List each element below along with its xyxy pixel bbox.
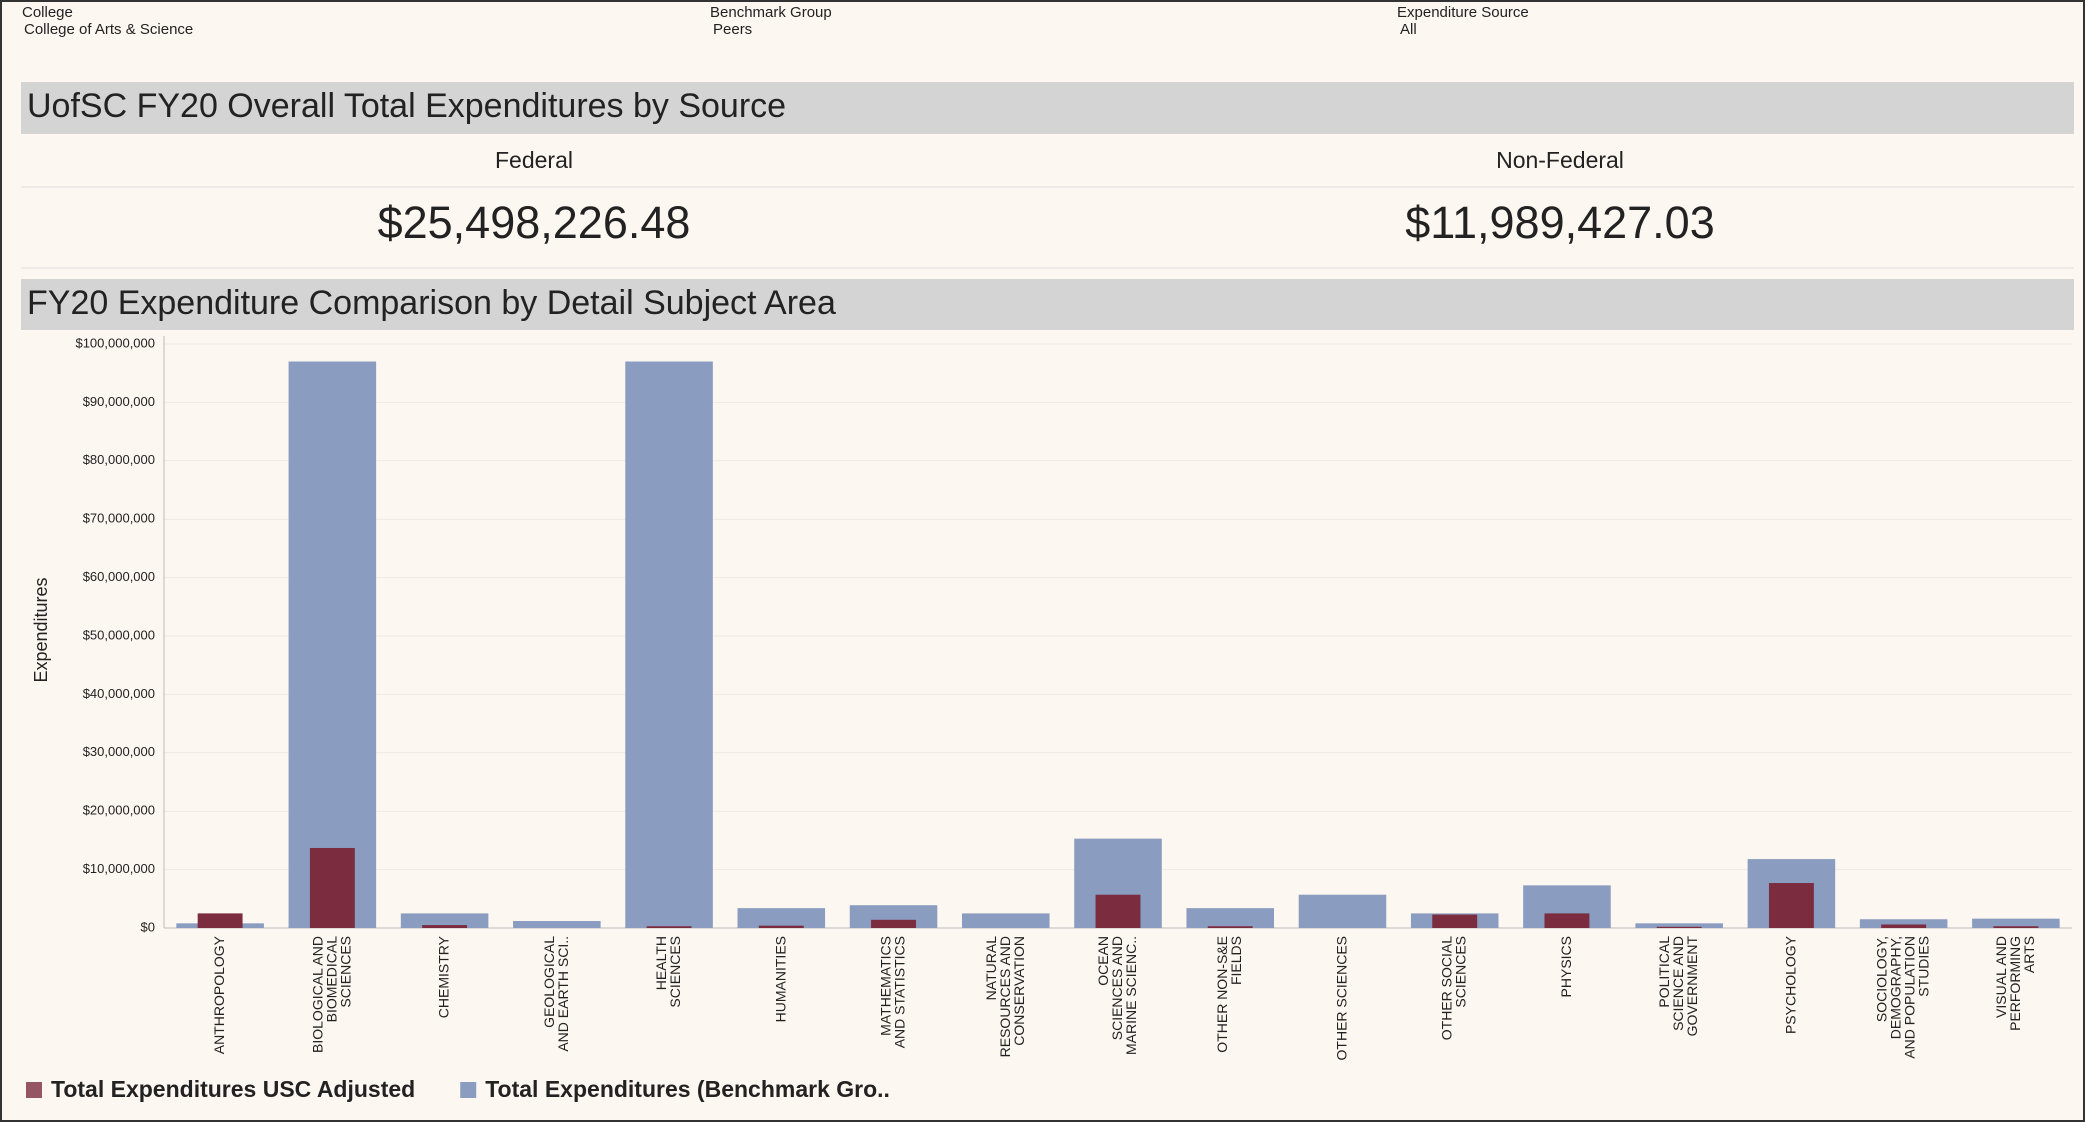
x-tick-label: HUMANITIES <box>772 936 788 1022</box>
y-tick-label: $20,000,000 <box>83 803 155 818</box>
bar <box>1432 914 1478 928</box>
kpi-label: Federal <box>495 147 573 173</box>
x-tick-label: NATURALRESOURCES ANDCONSERVATION <box>982 936 1026 1058</box>
legend-label: Total Expenditures (Benchmark Gro.. <box>485 1076 890 1102</box>
bar <box>1207 926 1253 928</box>
bar <box>1635 923 1723 928</box>
y-tick-label: $80,000,000 <box>83 452 155 467</box>
kpi-value: $11,989,427.03 <box>1405 197 1714 248</box>
y-tick-label: $0 <box>141 919 155 934</box>
bar <box>646 926 692 928</box>
y-tick-label: $40,000,000 <box>83 686 155 701</box>
section-title: UofSC FY20 Overall Total Expenditures by… <box>27 87 786 125</box>
bar <box>422 925 468 928</box>
x-tick-label: MATHEMATICSAND STATISTICS <box>877 936 907 1048</box>
x-tick-label: OTHER SOCIALSCIENCES <box>1438 936 1468 1040</box>
bar <box>1186 908 1275 928</box>
x-tick-label: PHYSICS <box>1558 936 1574 997</box>
y-tick-label: $60,000,000 <box>83 569 155 584</box>
x-tick-label: CHEMISTRY <box>435 935 451 1018</box>
filter-label: College <box>22 4 73 21</box>
x-tick-label: VISUAL ANDPERFORMINGARTS <box>1993 936 2037 1031</box>
bar <box>1881 924 1927 928</box>
legend-label: Total Expenditures USC Adjusted <box>51 1076 415 1102</box>
filter-value[interactable]: All <box>1400 21 1417 38</box>
bar <box>1768 883 1814 928</box>
y-tick-label: $100,000,000 <box>75 335 155 350</box>
filter-value[interactable]: Peers <box>713 21 752 38</box>
bar <box>961 913 1050 928</box>
x-tick-label: GEOLOGICALAND EARTH SCI.. <box>541 936 571 1052</box>
y-axis-label: Expenditures <box>31 577 51 682</box>
x-tick-label: POLITICALSCIENCE ANDGOVERNMENT <box>1656 936 1700 1037</box>
bar <box>737 908 826 928</box>
bar <box>309 847 355 928</box>
bar <box>625 361 713 928</box>
y-tick-label: $70,000,000 <box>83 511 155 526</box>
bar <box>1993 926 2039 928</box>
filter-value[interactable]: College of Arts & Science <box>24 21 193 38</box>
y-tick-label: $10,000,000 <box>83 861 155 876</box>
bar <box>513 920 601 928</box>
bar <box>197 913 243 928</box>
bar <box>1859 919 1948 928</box>
bar <box>288 361 377 928</box>
bar <box>400 913 489 928</box>
filter-label: Benchmark Group <box>710 4 832 21</box>
bar <box>1298 894 1387 928</box>
bar <box>1095 894 1141 928</box>
x-tick-label: OTHER NON-S&EFIELDS <box>1214 936 1244 1053</box>
bar <box>871 919 916 928</box>
y-tick-label: $50,000,000 <box>83 627 155 642</box>
plot: $0 $10,000,000 $20,000,000 $30,000,000 $40,0… <box>26 335 2072 1102</box>
bar <box>1544 913 1590 928</box>
bar <box>1656 926 1702 928</box>
x-tick-label: ANTHROPOLOGY <box>211 935 227 1054</box>
x-tick-label: HEALTHSCIENCES <box>653 936 683 1008</box>
legend-swatch <box>460 1082 477 1098</box>
x-tick-label: OTHER SCIENCES <box>1333 936 1349 1060</box>
x-tick-label: SOCIOLOGY,DEMOGRAPHY,AND POPULATIONSTUDI… <box>1873 936 1931 1059</box>
x-tick-label: BIOLOGICAL ANDBIOMEDICALSCIENCES <box>309 936 353 1053</box>
y-tick-label: $90,000,000 <box>83 394 155 409</box>
kpi-label: Non-Federal <box>1496 147 1624 173</box>
kpi-value: $25,498,226.48 <box>378 197 691 248</box>
section-band <box>21 82 2074 134</box>
x-tick-label: OCEANSCIENCES ANDMARINE SCIENC.. <box>1095 936 1139 1055</box>
bar <box>758 925 804 928</box>
bar <box>1972 918 2060 928</box>
legend-swatch <box>26 1082 42 1098</box>
x-tick-label: PSYCHOLOGY <box>1782 935 1798 1034</box>
section-band <box>21 279 2074 330</box>
filter-label: Expenditure Source <box>1397 4 1529 21</box>
chart-title: FY20 Expenditure Comparison by Detail Su… <box>27 284 836 322</box>
y-tick-label: $30,000,000 <box>83 744 155 759</box>
